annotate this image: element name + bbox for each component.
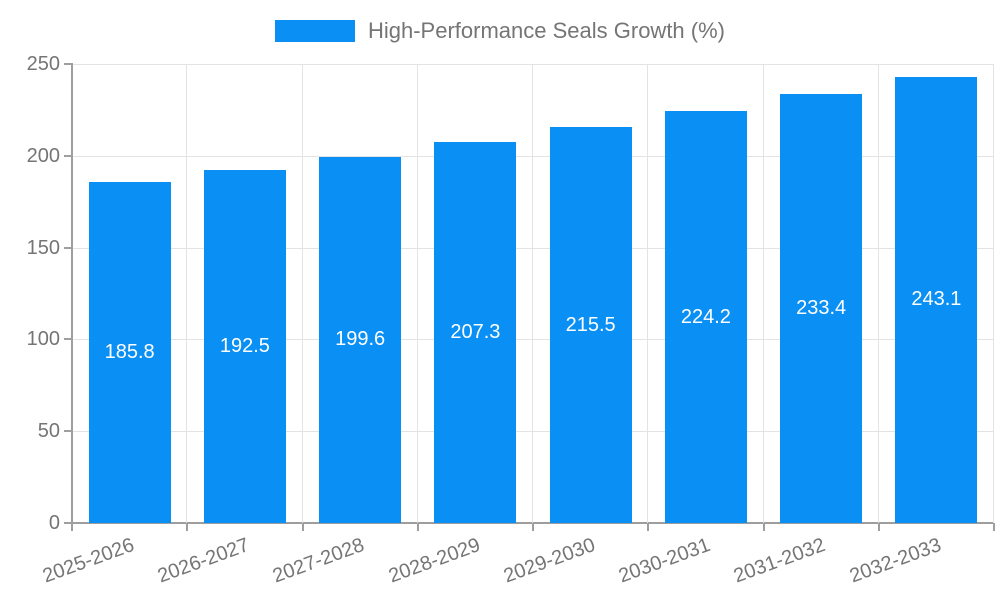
x-tick-label: 2029-2030 [500,534,599,588]
y-tick-label: 50 [37,420,60,443]
y-tick-label: 200 [26,144,60,167]
y-tick-label: 0 [48,512,60,534]
x-tick-mark [302,523,304,531]
v-gridline [186,64,187,523]
y-tick-mark [64,338,73,341]
y-tick-mark [64,154,73,157]
x-tick-mark [186,523,188,531]
x-tick-label: 2031-2032 [731,534,829,588]
y-tick-mark [64,63,73,65]
h-gridline [72,339,994,341]
x-axis-line [64,522,994,524]
y-tick-label: 150 [26,236,60,259]
h-gridline [72,431,994,433]
v-gridline [532,64,533,523]
h-gridline [72,247,994,249]
x-tick-mark [532,523,534,531]
bar[interactable]: 192.5 [203,169,286,523]
x-tick-mark [763,523,765,531]
bar[interactable]: 207.3 [434,142,517,523]
bar[interactable]: 224.2 [664,111,747,523]
bar[interactable]: 243.1 [895,76,978,523]
v-gridline [763,64,764,523]
v-gridline [647,64,648,523]
x-tick-mark [647,523,649,531]
v-gridline [417,64,418,523]
bar[interactable]: 185.8 [88,181,171,523]
bar[interactable]: 233.4 [780,94,863,523]
y-tick-label: 100 [26,328,60,351]
bar-value-label: 215.5 [565,313,616,336]
x-tick-mark [878,523,880,531]
y-tick-mark [64,522,73,524]
bar-value-label: 207.3 [450,321,501,344]
h-gridline [72,64,994,65]
bar[interactable]: 215.5 [549,127,632,523]
bar-value-label: 192.5 [219,334,270,357]
x-tick-label: 2027-2028 [270,534,368,588]
x-tick-mark [417,523,419,531]
legend-swatch [274,20,355,42]
bar-value-label: 199.6 [335,328,386,351]
x-tick-mark [993,523,995,531]
y-tick-mark [64,430,73,433]
y-tick-mark [64,246,73,249]
x-tick-label: 2030-2031 [615,534,714,588]
y-axis-line [71,63,73,531]
bar-value-label: 185.8 [104,340,155,363]
bar[interactable]: 199.6 [319,156,402,523]
y-tick-label: 250 [26,53,60,75]
x-tick-label: 2028-2029 [385,534,483,588]
plot-area: 185.8 192.5 199.6 207.3 215.5 224.2 233.4 243.1 [72,64,994,523]
x-tick-label: 2026-2027 [154,534,253,588]
v-gridline [302,64,303,523]
bar-value-label: 243.1 [911,288,962,311]
v-gridline [993,64,994,523]
h-gridline [72,155,994,157]
v-gridline [878,64,879,523]
legend-label: High-Performance Seals Growth (%) [367,18,725,43]
chart-legend: High-Performance Seals Growth (%) [0,18,1000,44]
x-tick-label: 2025-2026 [39,534,138,588]
x-tick-mark [71,523,73,531]
bar-value-label: 233.4 [796,297,847,320]
x-tick-label: 2032-2033 [846,534,944,588]
bar-value-label: 224.2 [680,305,731,328]
